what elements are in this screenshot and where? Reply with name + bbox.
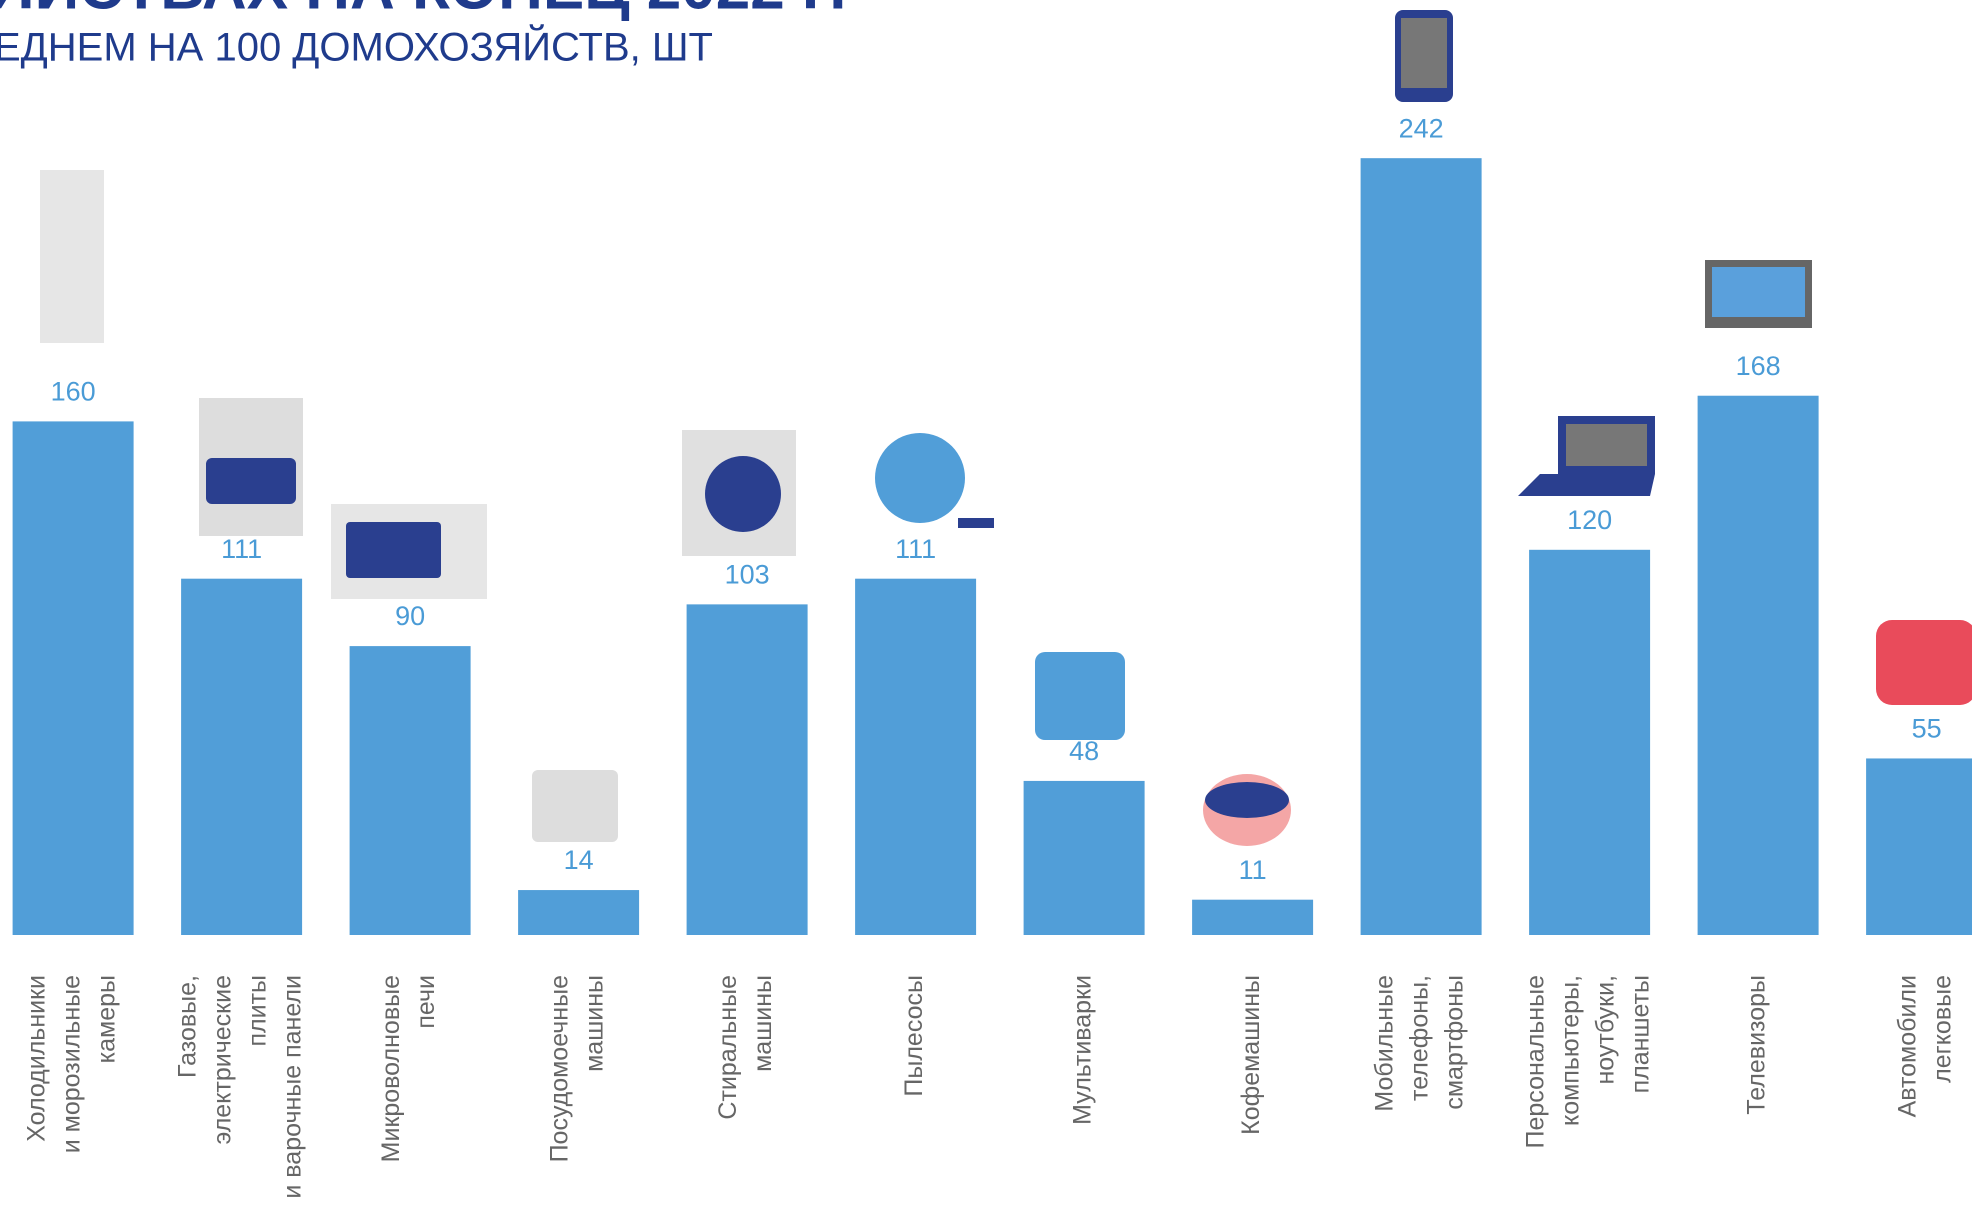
x-tick-label: плиты — [244, 975, 272, 1047]
x-tick-label: ноутбуки, — [1592, 975, 1620, 1085]
icon-laptop-base — [1518, 474, 1655, 496]
x-tick-label: телефоны, — [1406, 975, 1434, 1101]
value-label: 90 — [395, 601, 425, 631]
x-tick-label: и варочные панели — [279, 975, 307, 1199]
bar — [855, 578, 977, 935]
icon-microwave-door — [346, 522, 441, 578]
x-tick-label: Посудомоечные — [546, 975, 574, 1162]
value-label: 14 — [564, 845, 594, 875]
x-tick-label: Стиральные — [714, 975, 742, 1120]
icon-multicooker — [1035, 652, 1125, 740]
value-label: 103 — [725, 559, 770, 589]
bar — [1529, 549, 1651, 935]
bar — [1360, 158, 1482, 935]
bar — [1697, 395, 1819, 936]
x-tick-label: Мобильные — [1371, 975, 1399, 1112]
chart-title: ЯЙСТВАХ НА КОНЕЦ 2022 Г. — [0, 0, 847, 22]
value-label: 160 — [51, 377, 96, 407]
icon-vacuum — [875, 433, 965, 523]
x-tick-label: и морозильные — [58, 975, 86, 1153]
x-tick-label: камеры — [93, 975, 121, 1063]
value-label: 120 — [1567, 505, 1612, 535]
x-tick-label: машины — [581, 975, 609, 1072]
x-tick-label: Мультиварки — [1069, 975, 1097, 1125]
x-tick-label: компьютеры, — [1557, 975, 1585, 1126]
x-tick-label: Автомобили — [1894, 975, 1922, 1117]
x-tick-label: Газовые, — [174, 975, 202, 1078]
value-label: 111 — [221, 534, 262, 564]
x-tick-label: машины — [749, 975, 777, 1072]
icon-pot — [532, 770, 618, 842]
x-tick-label: печи — [412, 975, 440, 1029]
x-tick-label: электрические — [209, 975, 237, 1144]
value-label: 55 — [1912, 714, 1942, 744]
icon-tv-screen — [1712, 267, 1805, 317]
icon-stove-oven — [206, 458, 296, 504]
bar — [1866, 758, 1972, 935]
value-label: 111 — [895, 534, 936, 564]
bar — [1023, 780, 1145, 935]
x-tick-label: легковые — [1929, 975, 1957, 1083]
x-tick-label: планшеты — [1627, 975, 1655, 1093]
icons — [40, 10, 1972, 846]
x-tick-label: смартфоны — [1441, 975, 1469, 1110]
chart-subtitle: ЕДНЕМ НА 100 ДОМОХОЗЯЙСТВ, ШТ — [0, 24, 713, 70]
bar — [686, 604, 808, 935]
value-label: 168 — [1736, 351, 1781, 381]
icon-washer-drum — [705, 456, 781, 532]
icon-phone-screen — [1401, 18, 1447, 88]
value-label: 11 — [1239, 855, 1267, 885]
x-tick-label: Телевизоры — [1743, 975, 1771, 1115]
bar — [181, 578, 303, 935]
value-label: 48 — [1069, 736, 1099, 766]
icon-car — [1876, 620, 1972, 705]
bar — [518, 890, 640, 935]
x-tick-label: Кофемашины — [1237, 975, 1265, 1135]
icon-vacuum-base — [958, 518, 994, 528]
value-label: 242 — [1399, 113, 1444, 143]
bar — [12, 421, 134, 935]
x-tick-label: Микроволновые — [377, 975, 405, 1162]
x-tick-label: Персональные — [1522, 975, 1550, 1148]
x-tick-label: Пылесосы — [900, 975, 928, 1097]
icon-coffee — [1205, 782, 1289, 818]
icon-fridge — [40, 170, 104, 343]
x-tick-label: Холодильники — [23, 975, 51, 1142]
bar — [1192, 899, 1314, 935]
icon-laptop-screen — [1566, 424, 1647, 466]
bar — [349, 646, 471, 935]
